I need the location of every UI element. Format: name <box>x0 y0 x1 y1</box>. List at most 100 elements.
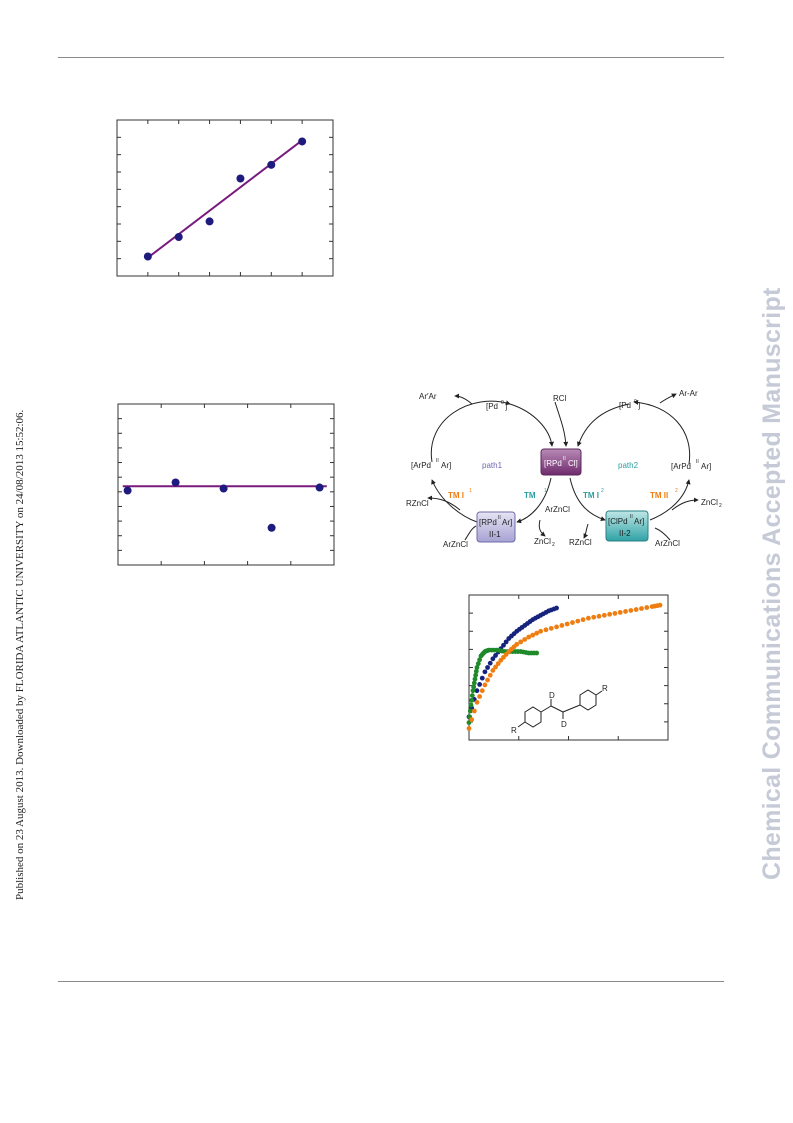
label-rcl: RCl <box>553 394 567 403</box>
label-tm-i2-sup: 2 <box>601 488 604 494</box>
bond-c2-ring <box>562 704 581 713</box>
arrow-center-to-box-right <box>569 477 606 522</box>
series-2-point <box>469 697 475 703</box>
chart-2 <box>117 403 335 566</box>
structure-d-bottom: D <box>561 720 567 729</box>
label-tm-1-sup: 1 <box>544 488 547 494</box>
benzene-ring-right <box>579 689 597 711</box>
series-1-point <box>490 656 496 662</box>
series-3-point <box>538 628 544 634</box>
series-3-point <box>628 608 634 613</box>
series-1-point <box>485 665 490 670</box>
series-3-point <box>607 611 613 617</box>
label-box-left-line2: II-1 <box>489 530 501 539</box>
series-3-point <box>493 664 498 670</box>
series-2-point <box>472 676 478 682</box>
series-3-point <box>474 699 480 705</box>
arrow-rzncl-mid <box>583 523 589 539</box>
bond-c1-c2 <box>550 705 564 713</box>
series-3-point <box>601 612 607 618</box>
data-point <box>267 160 276 169</box>
label-tm-ii2-sup: 2 <box>675 488 678 494</box>
series-3-point <box>554 624 559 630</box>
label-left-intermediate: [ArPd <box>411 461 431 470</box>
label-arzncl-right: ArZnCl <box>655 539 680 548</box>
label-path2: path2 <box>618 461 639 470</box>
arrow-arzncl-left-in <box>464 525 477 541</box>
arrow-right-cycle-top <box>576 403 630 447</box>
series-1-point <box>554 605 559 611</box>
arrow-to-ar-ar-right <box>659 393 677 404</box>
label-pd0-right-close: ] <box>638 401 640 410</box>
series-1-point <box>503 639 509 645</box>
label-box-right-sup: II <box>630 514 633 520</box>
arrow-zncl2-mid <box>538 519 546 537</box>
data-point <box>315 483 324 492</box>
arrow-center-to-box-left <box>516 477 552 524</box>
series-3-point <box>591 614 597 620</box>
series-3-point <box>617 610 623 615</box>
header-rule <box>58 57 724 58</box>
series-3-point <box>596 613 602 619</box>
series-3-point <box>534 630 540 636</box>
series-3-point <box>657 602 663 608</box>
data-point <box>267 523 276 532</box>
benzene-ring-left <box>524 706 542 728</box>
series-3-point <box>639 606 644 611</box>
label-zncl2-mid: ZnCl <box>534 537 551 546</box>
label-right-intermediate-sup: II <box>696 459 699 465</box>
bond-r-right <box>595 690 603 696</box>
structure-r-left: R <box>511 726 517 735</box>
label-pd0-left-sup: 0 <box>501 400 504 406</box>
series-3-point <box>526 634 532 640</box>
intermediate-ii-2-box <box>605 510 649 542</box>
label-center-complex-suffix: Cl] <box>568 459 578 468</box>
series-3-point <box>466 726 472 731</box>
series-3-point <box>644 605 650 610</box>
series-2-point <box>473 672 479 678</box>
series-1-point <box>479 675 485 681</box>
series-3-point <box>482 682 488 688</box>
label-box-right-suffix: Ar] <box>634 517 644 526</box>
series-1-point <box>501 642 506 648</box>
label-left-intermediate-suffix: Ar] <box>441 461 451 470</box>
series-2-point <box>477 657 483 663</box>
label-box-right-line2: II-2 <box>619 529 631 538</box>
intermediate-ii-1-box <box>476 511 516 543</box>
series-2-point <box>473 668 479 674</box>
label-rzncl-left: RZnCl <box>406 499 429 508</box>
series-1-point <box>474 688 480 694</box>
series-2-point <box>468 702 474 708</box>
chart-1-ticks <box>117 120 333 276</box>
series-3-point <box>490 668 496 673</box>
label-zncl2-right: ZnCl <box>701 498 718 507</box>
series-2-point <box>474 665 480 670</box>
label-box-left-suffix: Ar] <box>502 518 512 527</box>
label-path1: path1 <box>482 461 503 470</box>
series-2-point <box>469 693 475 698</box>
series-2-point <box>467 708 473 714</box>
series-3-point <box>479 688 485 694</box>
label-tm-1: TM <box>524 491 536 500</box>
arrow-right-cycle-right <box>633 399 691 465</box>
label-tm-ii2: TM II <box>650 491 668 500</box>
chart-1 <box>116 119 334 277</box>
structure-d-top: D <box>549 691 555 700</box>
series-3-point <box>559 623 565 628</box>
label-box-left-line1: [RPd <box>479 518 497 527</box>
series-1-point <box>482 669 488 675</box>
label-ar-ar-right: Ar-Ar <box>679 389 698 398</box>
series-3-point <box>570 620 575 625</box>
series-1-point <box>487 660 493 666</box>
structure-r-right: R <box>602 684 608 693</box>
label-tm-i1: TM I <box>448 491 464 500</box>
data-point <box>143 252 152 261</box>
label-tm-i2: TM I <box>583 491 599 500</box>
footer-rule <box>58 981 724 982</box>
chart-1-marks <box>143 137 307 261</box>
data-point <box>219 484 228 493</box>
series-3-point <box>514 641 520 647</box>
series-1-point <box>477 682 483 687</box>
series-3-point <box>612 610 618 616</box>
